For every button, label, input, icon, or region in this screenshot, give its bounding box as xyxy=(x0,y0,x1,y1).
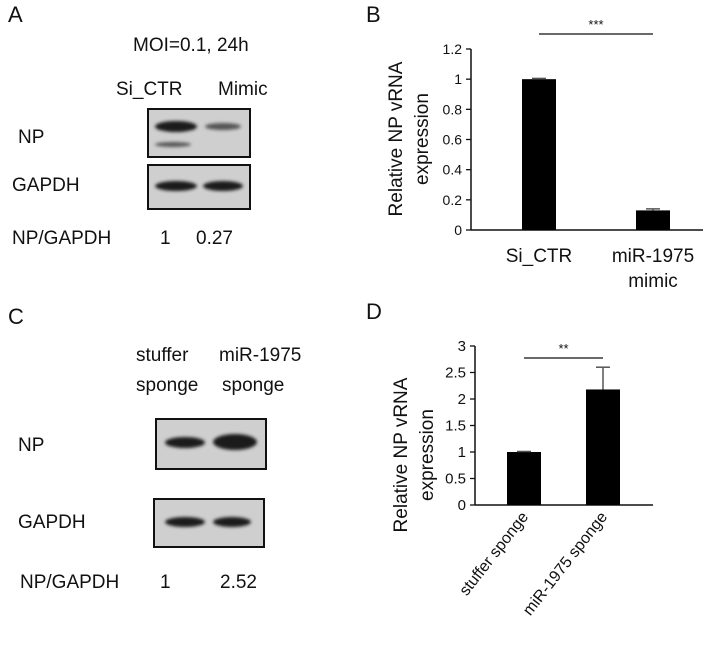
panel-d-letter: D xyxy=(366,299,382,324)
chart-d-y-tick-label: 1 xyxy=(458,444,466,461)
panel-c-ratio-2: 2.52 xyxy=(220,572,257,593)
chart-d-y-tick-label: 0.5 xyxy=(445,471,466,488)
panel-c-np-blot xyxy=(155,418,267,470)
chart-d-bar xyxy=(507,452,541,505)
panel-a-ratio-1: 1 xyxy=(160,228,171,249)
panel-b-letter: B xyxy=(366,2,381,27)
panel-a-lane-2-label: Mimic xyxy=(218,79,268,100)
chart-d-category-label: miR-1975 sponge xyxy=(520,509,611,619)
chart-b-y-axis-title-line2: expression xyxy=(412,93,433,185)
chart-b-y-tick-label: 0 xyxy=(454,222,462,238)
chart-b-y-tick-label: 0.6 xyxy=(443,132,463,148)
chart-b-y-tick-label: 0.4 xyxy=(443,162,463,178)
panel-a-lane-1-label: Si_CTR xyxy=(116,79,183,100)
chart-b-category-label: mimic xyxy=(628,271,678,292)
chart-d-y-tick-label: 3 xyxy=(458,338,466,355)
chart-d-category-label: stuffer sponge xyxy=(457,509,533,599)
panel-c-lane-1-label-line2: sponge xyxy=(136,375,199,396)
panel-c-gapdh-band-lane1 xyxy=(165,517,205,527)
chart-d-significance-marker: ** xyxy=(558,341,568,356)
panel-a-gapdh-row-label: GAPDH xyxy=(12,175,80,196)
panel-c-gapdh-band-lane2 xyxy=(213,517,251,527)
panel-a-np-band-lane1 xyxy=(155,121,197,132)
panel-c-np-band-lane2 xyxy=(213,434,257,450)
chart-b-significance-marker: *** xyxy=(588,17,603,32)
chart-b-y-tick-label: 1.2 xyxy=(443,41,463,57)
chart-b-y-tick-label: 1 xyxy=(454,71,462,87)
panel-a-gapdh-blot xyxy=(147,164,251,210)
chart-d-y-tick-label: 2.5 xyxy=(445,365,466,382)
panel-c-lane-1-label-line1: stuffer xyxy=(136,345,189,366)
panel-a-np-blot xyxy=(147,108,251,158)
panel-c-gapdh-row-label: GAPDH xyxy=(18,512,86,533)
panel-c-ratio-1: 1 xyxy=(160,572,171,593)
panel-a-gapdh-band-lane1 xyxy=(155,181,197,191)
panel-a-letter: A xyxy=(8,2,23,27)
chart-d-bar xyxy=(586,389,620,505)
chart-d-y-tick-label: 1.5 xyxy=(445,418,466,435)
chart-b-category-label: miR-1975 xyxy=(612,246,694,267)
panel-a-np-band-lane1-lower xyxy=(155,142,191,147)
panel-a-gapdh-band-lane2 xyxy=(203,181,243,191)
panel-c-lane-2-label-line2: sponge xyxy=(222,375,285,396)
chart-d-y-tick-label: 2 xyxy=(458,391,466,408)
panel-a-ratio-label: NP/GAPDH xyxy=(12,228,112,249)
panel-c-ratio-label: NP/GAPDH xyxy=(20,572,120,593)
panel-c-lane-2-label-line1: miR-1975 xyxy=(219,345,302,366)
panel-c-np-band-lane1 xyxy=(165,437,205,448)
panel-a-ratio-2: 0.27 xyxy=(196,228,233,249)
panel-a-condition: MOI=0.1, 24h xyxy=(133,35,249,56)
chart-d-y-axis-title-line1: Relative NP vRNA xyxy=(391,377,412,532)
chart-b-bar xyxy=(522,79,556,231)
panel-c-letter: C xyxy=(8,304,24,329)
chart-b-y-tick-label: 0.8 xyxy=(443,101,463,117)
chart-b-y-tick-label: 0.2 xyxy=(443,192,463,208)
panel-c-gapdh-blot xyxy=(153,498,265,548)
panel-a-np-row-label: NP xyxy=(18,127,45,148)
chart-d-y-axis-title-line2: expression xyxy=(417,409,438,501)
chart-d-y-tick-label: 0 xyxy=(458,497,466,514)
panel-a-np-band-lane2 xyxy=(205,123,241,130)
chart-b-category-label: Si_CTR xyxy=(506,246,573,267)
chart-b-y-axis-title-line1: Relative NP vRNA xyxy=(386,61,407,216)
panel-c-np-row-label: NP xyxy=(18,435,45,456)
chart-b-bar xyxy=(636,210,670,230)
